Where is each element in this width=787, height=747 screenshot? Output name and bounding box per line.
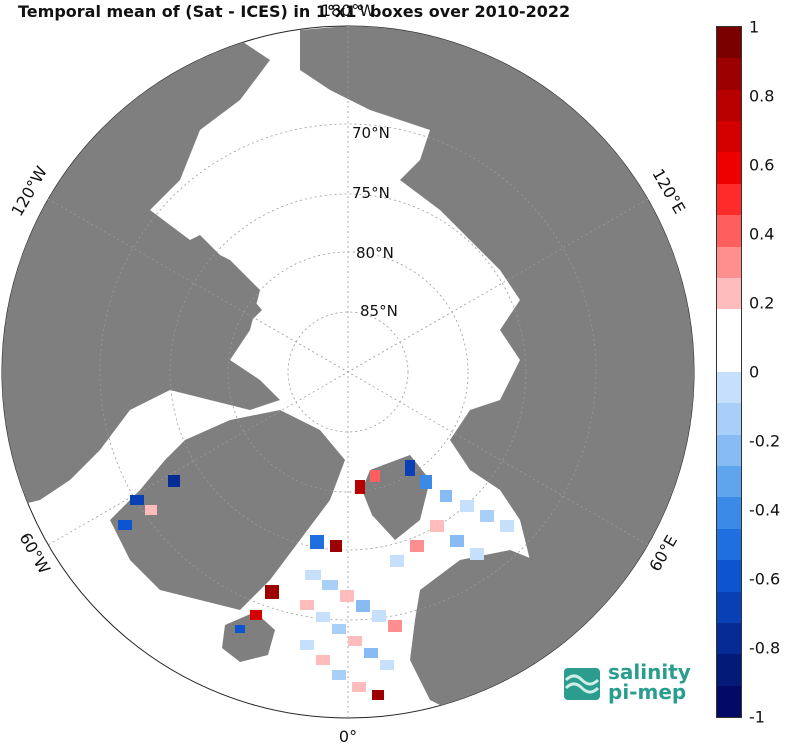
data-box (352, 682, 366, 692)
data-box (480, 510, 494, 522)
colorbar-tick-label: 0.6 (749, 155, 775, 175)
colorbar-segment (717, 215, 741, 248)
lon-label-120e: 120°E (648, 165, 689, 217)
colorbar-segment (717, 560, 741, 593)
colorbar-segment (717, 403, 741, 436)
salinity-pimep-logo: salinity pi-mep (560, 660, 700, 704)
data-box (440, 490, 452, 502)
data-box (356, 600, 370, 612)
data-box (130, 495, 144, 505)
data-box (322, 580, 338, 590)
colorbar-tick-label: -0.6 (749, 569, 781, 589)
data-box (405, 460, 415, 476)
data-box (316, 655, 330, 665)
data-box (380, 660, 394, 670)
data-box (235, 625, 245, 633)
archipelago-island (214, 290, 262, 332)
lat-label-85: 85°N (360, 302, 398, 320)
data-box (470, 548, 484, 560)
data-box (310, 535, 324, 549)
data-box (305, 570, 321, 580)
colorbar-segment (717, 466, 741, 498)
data-box (430, 520, 444, 532)
colorbar-tick-label: -0.2 (749, 431, 781, 451)
colorbar-segment (717, 152, 741, 185)
data-box (390, 555, 404, 567)
colorbar-segment (717, 246, 741, 279)
colorbar-segment (717, 528, 741, 561)
data-box (500, 520, 514, 532)
data-box (265, 585, 279, 599)
lat-label-70: 70°N (352, 124, 390, 142)
colorbar-segment (717, 27, 741, 59)
data-box (332, 624, 346, 634)
colorbar-segment (717, 434, 741, 467)
data-box (460, 500, 474, 512)
data-box (118, 520, 132, 530)
data-boxes (118, 460, 514, 700)
colorbar-tick-label: 1 (749, 17, 760, 37)
colorbar-segment (717, 372, 741, 404)
colorbar-segment (717, 121, 741, 153)
archipelago-island (135, 290, 178, 330)
graticule (47, 26, 649, 718)
colorbar-tick-label: 0.2 (749, 293, 775, 313)
logo-text-pimep: pi-mep (608, 680, 687, 704)
data-box (372, 610, 386, 622)
colorbar-tick-label: -0.4 (749, 500, 781, 520)
data-box (450, 535, 464, 547)
colorbar (716, 26, 742, 718)
logo-text-salinity: salinity (608, 660, 691, 684)
data-box (250, 610, 262, 620)
colorbar-tick-label: 0.4 (749, 224, 775, 244)
logo-waves-icon (564, 668, 600, 700)
colorbar-tick-label: -0.8 (749, 638, 781, 658)
data-box (348, 636, 362, 646)
data-box (300, 600, 314, 610)
siberia-land (300, 26, 694, 620)
colorbar-segment (717, 654, 741, 687)
colorbar-segment (717, 497, 741, 530)
colorbar-segment (717, 340, 741, 373)
colorbar-segment (717, 183, 741, 216)
colorbar-segment (717, 89, 741, 122)
data-box (340, 590, 354, 602)
data-box (145, 505, 157, 515)
lon-label-top: 180°W (321, 1, 376, 20)
colorbar-segment (717, 622, 741, 655)
colorbar-segment (717, 277, 741, 310)
colorbar-segment (717, 309, 741, 342)
colorbar-tick-label: 0 (749, 362, 760, 382)
iceland-land (222, 612, 275, 662)
data-box (332, 670, 346, 680)
data-box (372, 690, 384, 700)
greenland-land (110, 410, 345, 610)
data-box (355, 480, 365, 494)
lat-label-80: 80°N (356, 244, 394, 262)
lat-label-75: 75°N (352, 184, 390, 202)
data-box (330, 540, 342, 552)
map-title: Temporal mean of (Sat - ICES) in 1°x1° b… (18, 2, 571, 21)
colorbar-segment (717, 58, 741, 91)
data-box (316, 612, 330, 622)
data-box (420, 475, 432, 489)
data-box (168, 475, 180, 487)
colorbar-segment (717, 591, 741, 624)
data-box (364, 648, 378, 658)
colorbar-segment (717, 685, 741, 718)
lon-label-bottom: 0° (339, 727, 357, 746)
archipelago-island (170, 235, 220, 285)
data-box (370, 470, 380, 482)
data-box (410, 540, 424, 552)
colorbar-tick-label: 0.8 (749, 86, 775, 106)
data-box (300, 640, 314, 650)
colorbar-tick-label: -1 (749, 707, 765, 727)
data-box (388, 620, 402, 632)
